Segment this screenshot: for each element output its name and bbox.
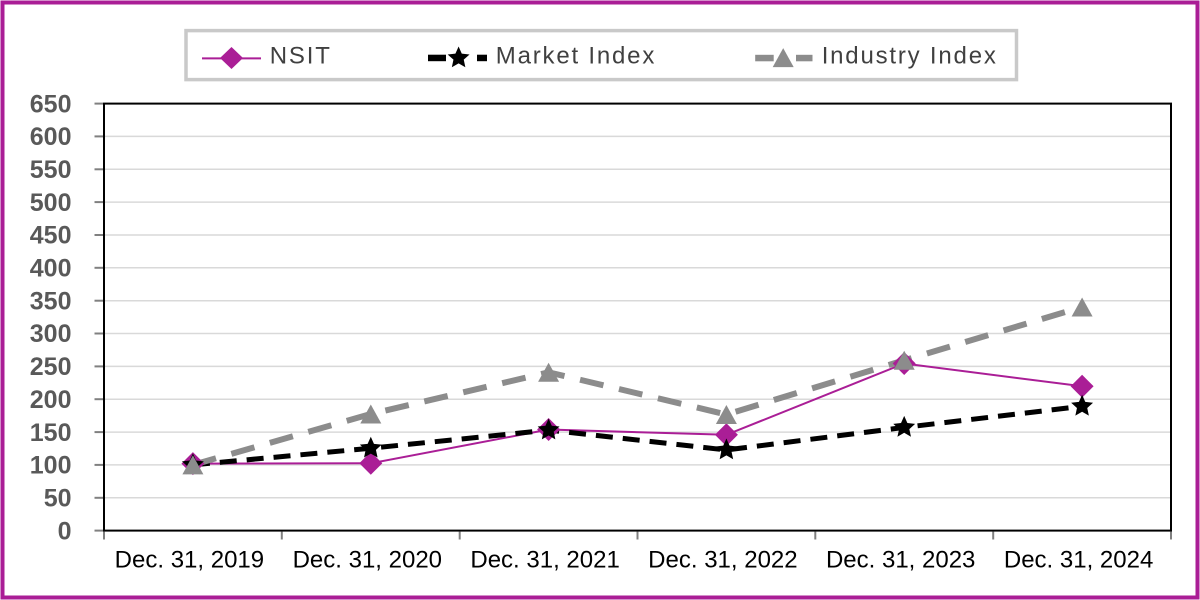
svg-text:300: 300 bbox=[30, 320, 72, 348]
svg-text:0: 0 bbox=[58, 517, 72, 545]
svg-text:250: 250 bbox=[30, 353, 72, 381]
svg-text:Dec. 31, 2020: Dec. 31, 2020 bbox=[293, 547, 442, 574]
svg-text:400: 400 bbox=[30, 255, 72, 283]
svg-text:350: 350 bbox=[30, 287, 72, 315]
svg-text:Dec. 31, 2023: Dec. 31, 2023 bbox=[826, 547, 975, 574]
svg-text:500: 500 bbox=[30, 189, 72, 217]
svg-text:550: 550 bbox=[30, 156, 72, 184]
svg-text:650: 650 bbox=[30, 90, 72, 118]
svg-text:450: 450 bbox=[30, 222, 72, 250]
svg-text:Dec. 31, 2024: Dec. 31, 2024 bbox=[1004, 547, 1153, 574]
svg-text:Dec. 31, 2021: Dec. 31, 2021 bbox=[470, 547, 619, 574]
svg-text:600: 600 bbox=[30, 123, 72, 151]
svg-text:100: 100 bbox=[30, 452, 72, 480]
svg-text:Industry Index: Industry Index bbox=[822, 43, 998, 70]
svg-text:Dec. 31, 2022: Dec. 31, 2022 bbox=[648, 547, 797, 574]
svg-text:200: 200 bbox=[30, 386, 72, 414]
svg-text:Dec. 31, 2019: Dec. 31, 2019 bbox=[115, 547, 264, 574]
svg-text:50: 50 bbox=[44, 485, 72, 513]
svg-text:NSIT: NSIT bbox=[270, 43, 332, 70]
svg-text:Market Index: Market Index bbox=[496, 43, 656, 70]
svg-text:150: 150 bbox=[30, 419, 72, 447]
